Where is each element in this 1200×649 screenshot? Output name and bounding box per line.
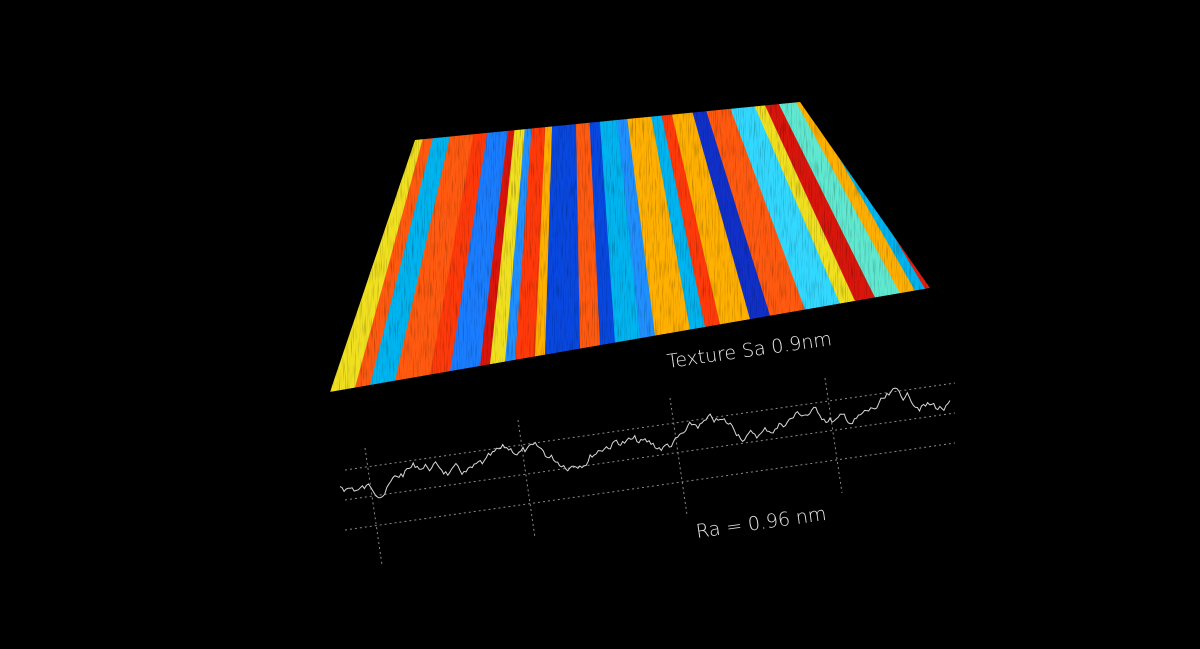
profile-line	[339, 387, 951, 499]
profile-grid	[344, 377, 956, 566]
grid-line	[824, 377, 843, 494]
